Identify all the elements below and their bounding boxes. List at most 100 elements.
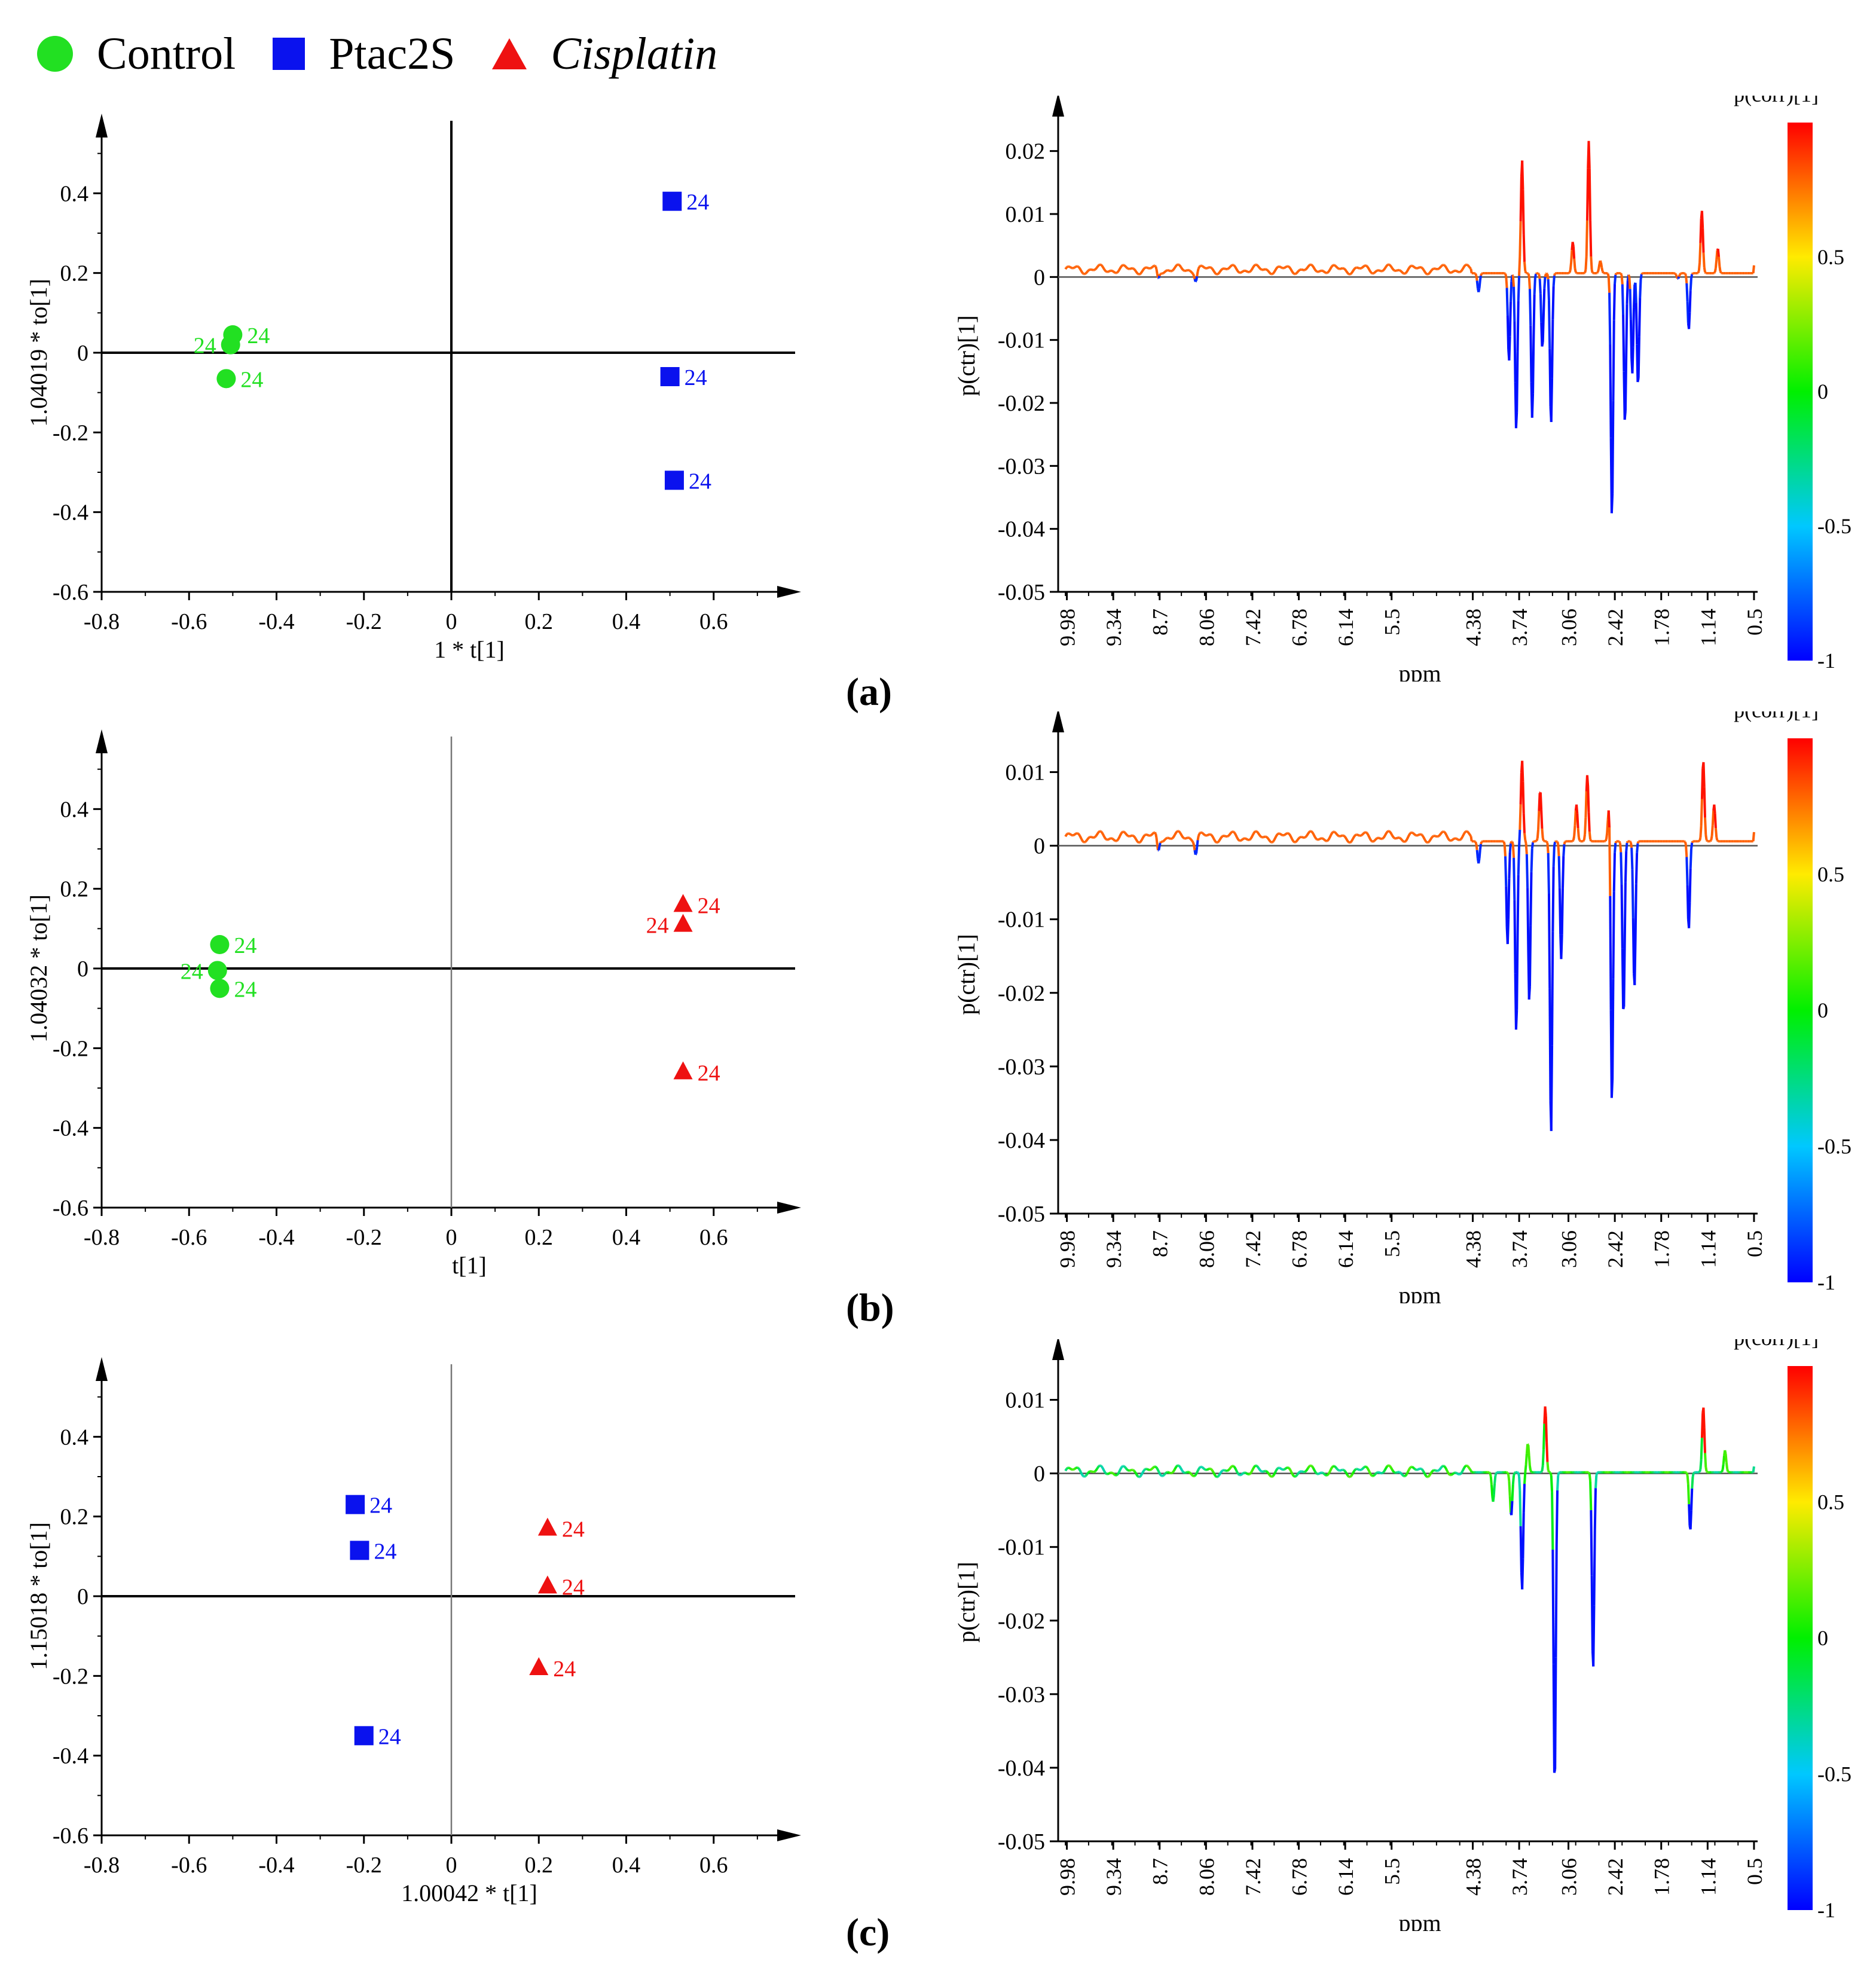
y-axis-label: 1.04032 * to[1] bbox=[25, 894, 52, 1043]
x-tick-label: 6.14 bbox=[1334, 1230, 1358, 1268]
spectrum-segment bbox=[1404, 1473, 1408, 1477]
spectrum-segment bbox=[1423, 1472, 1426, 1475]
spectrum-segment bbox=[1183, 269, 1185, 272]
spectrum-segment bbox=[1285, 832, 1288, 835]
x-tick-label: 1.78 bbox=[1650, 1230, 1674, 1268]
legend-label-control: Control bbox=[97, 28, 236, 79]
spectrum-segment bbox=[1218, 1473, 1221, 1476]
y-tick-label: 0.2 bbox=[60, 1505, 89, 1530]
spectrum-segment bbox=[1523, 261, 1527, 271]
spectrum-segment bbox=[1444, 832, 1447, 835]
spectrum-segment bbox=[1218, 271, 1221, 274]
spectrum-segment bbox=[1337, 834, 1340, 837]
y-axis-label: p(ctr)[1] bbox=[953, 934, 980, 1015]
spectrum-segment bbox=[1373, 1473, 1376, 1476]
spectrum-segment bbox=[1529, 1470, 1533, 1473]
spectrum-segment bbox=[1211, 1469, 1214, 1472]
spectrum-segment bbox=[1463, 832, 1466, 835]
spectrum-segment bbox=[1612, 284, 1617, 320]
spectrum-segment bbox=[1408, 266, 1411, 269]
spectrum-segment bbox=[1198, 832, 1201, 835]
panel-label-b: (b) bbox=[846, 1286, 894, 1330]
spectrum-segment bbox=[1718, 266, 1722, 272]
spectrum-segment bbox=[1700, 1413, 1704, 1438]
spectrum-segment bbox=[1189, 1472, 1192, 1475]
y-axis-arrow bbox=[96, 1357, 108, 1381]
spectrum-segment bbox=[1307, 1466, 1310, 1469]
spectrum-segment bbox=[1287, 265, 1290, 268]
spectrum-segment bbox=[1289, 835, 1293, 838]
point-label: 24 bbox=[374, 1539, 396, 1564]
spectrum-segment bbox=[1553, 841, 1557, 847]
spectrum-segment bbox=[1368, 268, 1371, 272]
spectrum-segment bbox=[1365, 1465, 1368, 1468]
spectrum-segment bbox=[1141, 1470, 1145, 1474]
spectrum-segment bbox=[1634, 853, 1639, 884]
spectrum-segment bbox=[1481, 840, 1483, 843]
spectrum-segment bbox=[1390, 833, 1394, 836]
spectrum-segment bbox=[1389, 830, 1392, 833]
x-tick-label: 8.7 bbox=[1148, 1230, 1172, 1257]
spectrum-segment bbox=[1191, 842, 1196, 846]
spectrum-segment bbox=[1147, 1468, 1149, 1471]
x-tick-label: 0.5 bbox=[1743, 1230, 1767, 1257]
x-tick-label: 8.06 bbox=[1194, 1230, 1218, 1268]
spectrum-segment bbox=[1132, 267, 1135, 270]
spectrum-segment bbox=[1368, 1471, 1371, 1474]
spectrum-segment bbox=[1423, 839, 1427, 842]
spectrum-segment bbox=[1211, 835, 1214, 838]
spectrum-segment bbox=[1459, 270, 1462, 273]
spectrum-segment bbox=[1440, 832, 1443, 835]
spectrum-segment bbox=[1119, 265, 1123, 268]
y-tick-label: -0.2 bbox=[53, 420, 88, 445]
spectrum-segment bbox=[1408, 833, 1411, 836]
spectrum-segment bbox=[1699, 218, 1703, 243]
spectrum-segment bbox=[1382, 837, 1384, 840]
point-cisplatin bbox=[529, 1657, 549, 1675]
spectrum-segment bbox=[1116, 1472, 1120, 1475]
spectrum-segment bbox=[1478, 844, 1483, 851]
spectrum-segment bbox=[1334, 831, 1337, 834]
x-tick-label: 0.2 bbox=[525, 609, 554, 634]
spectrum-segment bbox=[1143, 834, 1146, 837]
spectrum-segment bbox=[1088, 1470, 1091, 1473]
x-tick-label: -0.8 bbox=[84, 1225, 120, 1250]
point-label: 24 bbox=[685, 365, 707, 390]
spectrum-segment bbox=[1372, 840, 1374, 843]
spectrum-segment bbox=[1414, 1468, 1417, 1471]
spectrum-segment bbox=[1154, 832, 1157, 835]
spectrum-segment bbox=[1526, 888, 1530, 951]
spectrum-segment bbox=[1155, 1466, 1159, 1469]
spectrum-segment bbox=[1228, 266, 1231, 269]
spectrum-segment bbox=[1392, 268, 1395, 271]
x-tick-label: 0 bbox=[446, 1853, 457, 1878]
spectrum-segment bbox=[1077, 833, 1080, 836]
spectrum-segment bbox=[1246, 838, 1248, 841]
spectrum-segment bbox=[1345, 1472, 1348, 1475]
spectrum-segment bbox=[1066, 832, 1069, 835]
x-tick-label: 0.4 bbox=[612, 1853, 641, 1878]
spectrum-segment bbox=[1069, 265, 1072, 269]
spectrum-segment bbox=[1622, 1006, 1626, 1010]
spectrum-segment bbox=[1094, 1469, 1097, 1472]
spectrum-segment bbox=[1547, 853, 1550, 894]
y-tick-label: 0.2 bbox=[60, 877, 89, 902]
spectrum-segment bbox=[1117, 268, 1121, 271]
spectrum-segment bbox=[1605, 832, 1609, 839]
y-tick-label: -0.02 bbox=[998, 981, 1045, 1006]
spectrum-segment bbox=[1689, 1488, 1694, 1511]
legend-item-ptac2s: Ptac2S bbox=[271, 28, 455, 80]
y-tick-label: -0.4 bbox=[53, 1116, 88, 1141]
spectrum-segment bbox=[1422, 836, 1426, 839]
spectrum-segment bbox=[1392, 836, 1395, 839]
spectrum-segment bbox=[1353, 268, 1356, 271]
spectrum-segment bbox=[1335, 1467, 1339, 1470]
x-axis-arrow bbox=[777, 586, 801, 598]
spectrum-segment bbox=[1556, 841, 1560, 845]
point-label: 24 bbox=[181, 959, 203, 984]
spectrum-segment bbox=[1611, 979, 1615, 1079]
y-axis-label: 1.15018 * to[1] bbox=[25, 1522, 52, 1670]
spectrum-segment bbox=[1623, 882, 1627, 945]
x-tick-label: 6.78 bbox=[1288, 1858, 1312, 1896]
spectrum-segment bbox=[1402, 271, 1404, 275]
